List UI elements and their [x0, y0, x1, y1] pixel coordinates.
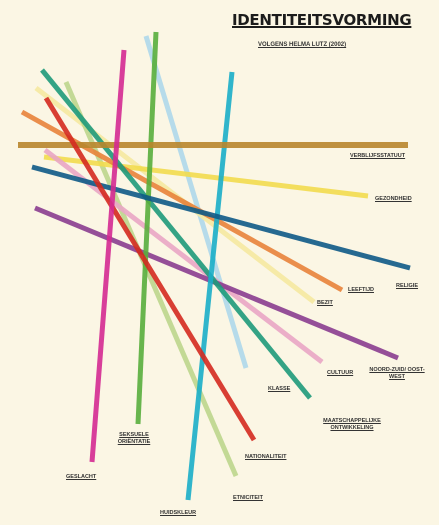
- line-klasse: [143, 35, 249, 369]
- label-cultuur: CULTUUR: [327, 370, 354, 376]
- label-maatschappelijke-ontwikkeling: MAATSCHAPPELIJKE ONTWIKKELING: [323, 418, 381, 431]
- label-etniciteit: ETNICITEIT: [233, 495, 263, 501]
- line-seksuele-orientatie: [135, 31, 159, 425]
- label-religie: RELIGIE: [396, 283, 419, 289]
- line-religie: [31, 164, 411, 271]
- poster-subtitle: VOLGENS HELMA LUTZ (2002): [258, 42, 347, 48]
- label-nationaliteit: NATIONALITEIT: [245, 454, 287, 460]
- line-maatschappelijke-ontwikkeling: [40, 68, 312, 400]
- label-gezondheid: GEZONDHEID: [375, 196, 412, 202]
- poster-title: IDENTITEITSVORMING: [232, 11, 412, 29]
- label-klasse: KLASSE: [268, 386, 291, 392]
- line-gezondheid: [43, 154, 369, 199]
- label-verblijfsstatuut: VERBLIJFSSTATUUT: [350, 153, 406, 159]
- label-bezit: BEZIT: [317, 300, 333, 306]
- label-noord-zuid: NOORD-ZUID/ OOST-WEST: [369, 367, 425, 380]
- line-geslacht: [89, 49, 127, 463]
- line-nationaliteit: [43, 96, 257, 442]
- label-huidskleur: HUIDSKLEUR: [160, 510, 197, 516]
- label-seksuele-orientatie: SEKSUELE ORIËNTATIE: [117, 432, 151, 445]
- label-geslacht: GESLACHT: [66, 474, 97, 480]
- label-leeftijd: LEEFTIJD: [348, 287, 374, 293]
